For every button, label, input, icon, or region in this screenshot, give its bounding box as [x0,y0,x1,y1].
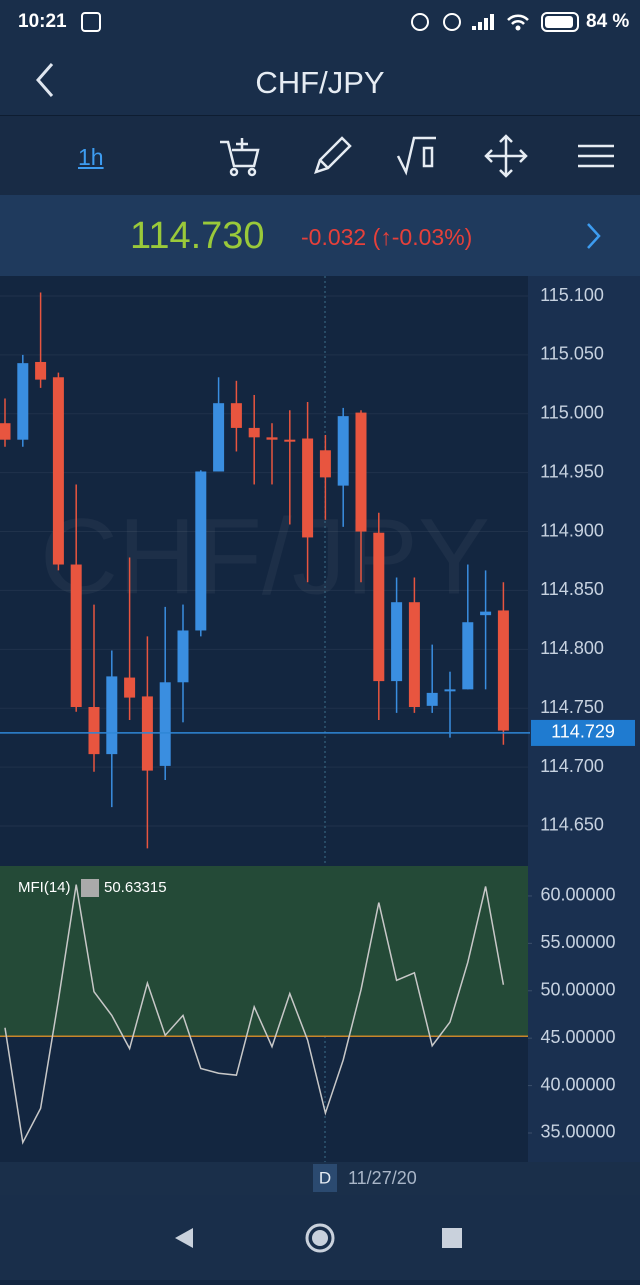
mfi-line [4,884,505,1145]
status-icons [81,12,101,32]
last-price: 114.730 [130,215,265,257]
indicator-value: 50.63315 [104,879,167,896]
battery-level: 84 % [586,11,630,32]
y-tick-label: 115.000 [540,403,604,423]
y-tick-label: 115.050 [540,344,604,364]
y-tick-label: 114.650 [540,815,604,835]
watermark: CHF/JPY [40,496,490,617]
candle-body [106,676,118,755]
y-tick-label: 114.750 [540,697,604,717]
move-icon[interactable] [484,134,528,178]
candle-body [52,377,64,565]
y-tick-label: 40.00000 [540,1074,615,1094]
y-tick-label: 45.00000 [540,1027,615,1047]
chart-area: CHF/JPY D 11/27/20 115.100 115.050 115.000… [0,276,640,1195]
axis-background [528,276,640,1162]
nav-recent[interactable] [442,1228,462,1248]
indicator-swatch [81,879,99,897]
status-icons [411,13,529,31]
y-tick-label: 114.800 [540,638,604,658]
candle-body [124,677,136,698]
y-tick-label: 50.00000 [540,980,615,1000]
menu-icon[interactable] [578,144,614,168]
indicator-title: MFI(14) [18,879,71,896]
candle-body [195,471,207,631]
battery-icon [541,12,579,32]
candle-body [159,682,171,766]
y-tick-label: 60.00000 [540,885,615,905]
cart-icon[interactable] [220,140,260,168]
date-label: 11/27/20 [348,1168,417,1188]
date-mode [313,1164,337,1192]
candle-body [302,438,314,538]
candle-body [480,611,492,616]
toolbar-icons [220,134,614,178]
y-tick-label: 114.700 [540,756,604,776]
status-bar: 10:21 84 % [0,0,640,44]
indicator-icon[interactable] [396,136,436,176]
candle-body [35,361,47,380]
draw-icon[interactable] [314,136,352,174]
y-tick-label: 114.950 [540,461,604,481]
candle-body [17,363,29,440]
y-tick-label: 55.00000 [540,932,615,952]
nav-bar [0,1195,640,1280]
candle-body [373,532,385,682]
candle-body [213,403,225,472]
candle-body [497,610,509,731]
candle-body [408,602,420,708]
back-button[interactable] [30,62,60,98]
header: CHF/JPY [0,44,640,116]
candle-body [0,423,11,440]
timeframe-button[interactable]: 1h [78,144,104,170]
price-change: -0.032 (↑-0.03%) [301,224,473,250]
date-mode-label: D [319,1168,331,1187]
last-price-box [531,719,635,746]
candle-body [177,630,189,683]
screen-title: CHF/JPY [255,65,385,100]
candle-body [391,602,403,682]
zone [0,866,528,1037]
candle-body [355,412,367,532]
candle-body [88,707,100,755]
last-price-label: 114.729 [551,722,615,742]
y-tick-label: 114.900 [540,520,604,540]
candle-body [319,450,331,478]
y-tick-label: 115.100 [540,285,604,305]
candle-body [248,427,260,438]
plot-background [0,276,528,866]
candle-body [284,439,296,442]
quote-bar: 114.730 -0.032 (↑-0.03%) [0,195,640,276]
candle-body [266,437,278,440]
nav-back[interactable] [175,1228,193,1248]
y-tick-label: 35.00000 [540,1122,615,1142]
nav-home[interactable] [305,1223,335,1253]
candle-body [462,622,474,690]
clock: 10:21 [18,11,67,32]
y-tick-label: 114.850 [540,579,604,599]
candle-body [70,564,82,708]
toolbar: 1h [0,116,640,195]
candle-body [230,403,242,428]
nav-buttons [175,1223,462,1253]
candle-body [426,692,438,706]
candle-body [337,416,349,486]
next-button[interactable] [584,221,604,251]
candle-body [444,689,456,692]
